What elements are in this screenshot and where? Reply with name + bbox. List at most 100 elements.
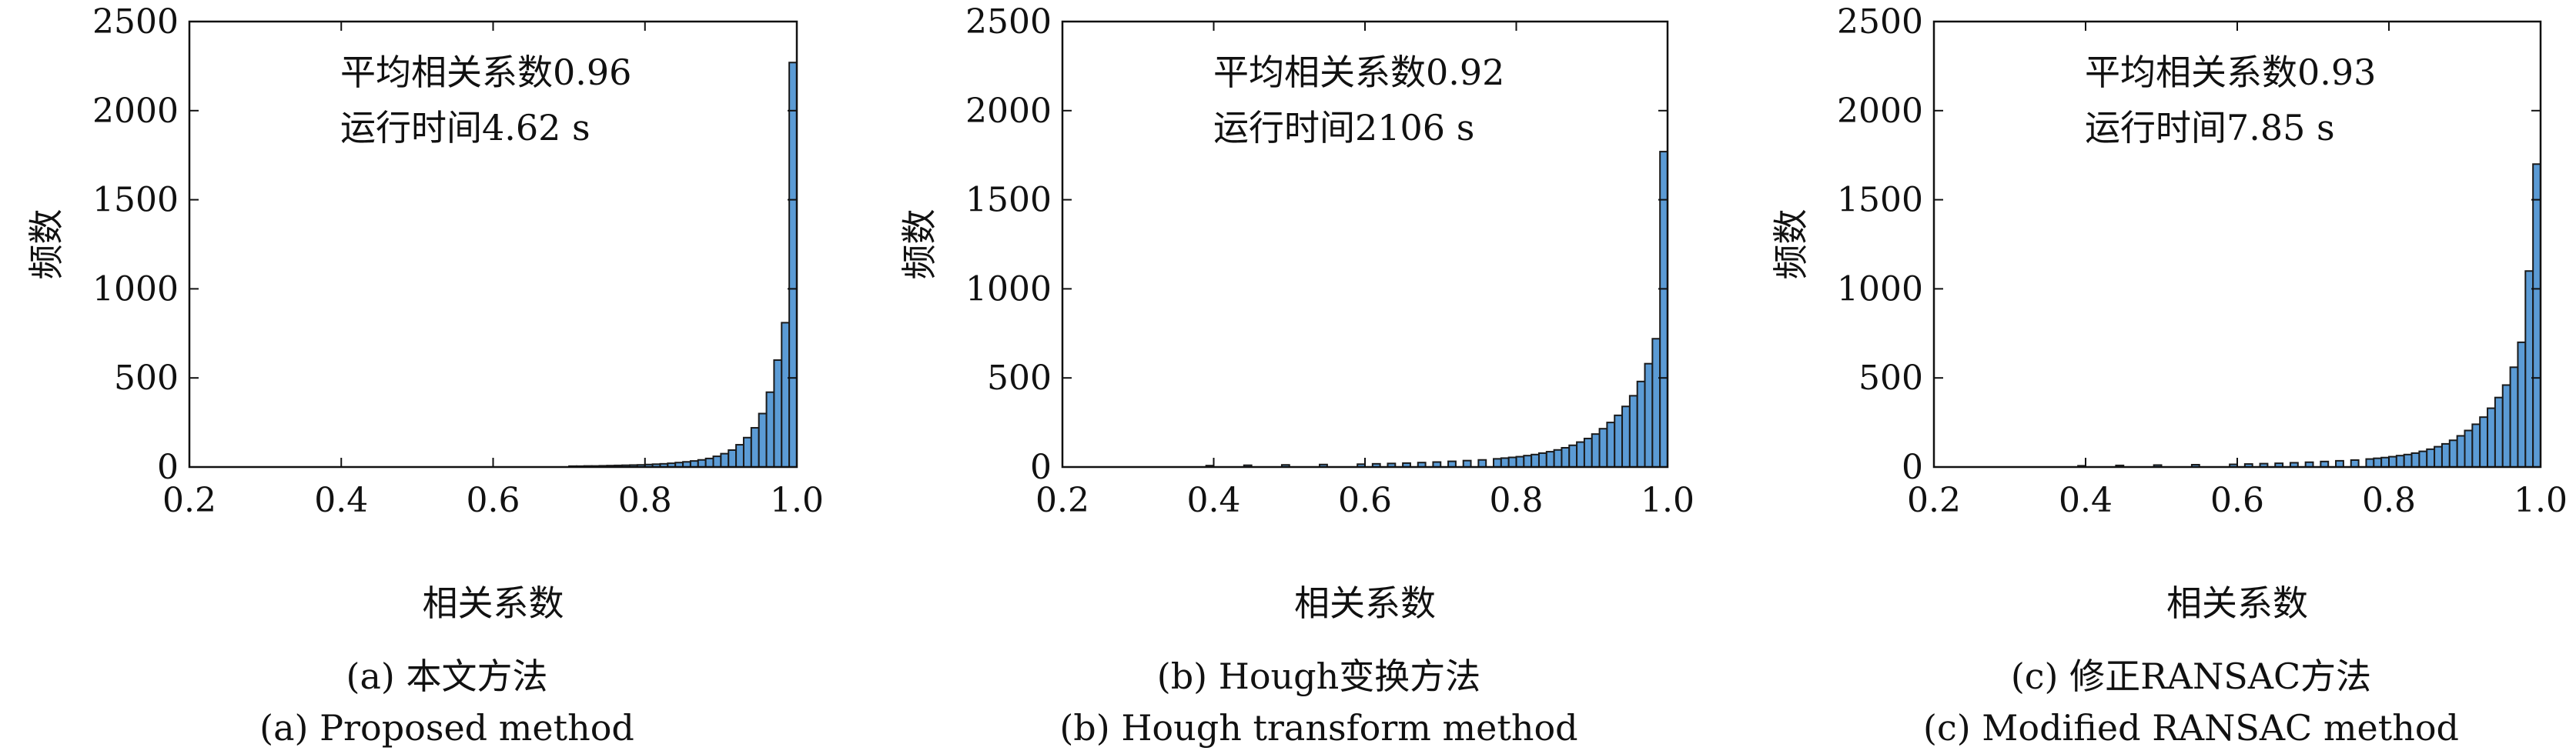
y-tick-label: 1000 [965, 269, 1052, 309]
histogram-bar [2365, 458, 2375, 469]
histogram-bar [750, 427, 760, 468]
y-tick-label: 0 [1030, 448, 1052, 487]
x-tick-label: 0.8 [618, 481, 672, 520]
annotation-mean-correlation: 平均相关系数0.92 [1213, 52, 1504, 93]
histogram-bar [1500, 457, 1510, 468]
histogram-bar [697, 459, 707, 469]
histogram-bar [1628, 395, 1638, 468]
annotation-mean-correlation: 平均相关系数0.96 [340, 52, 631, 93]
histogram-bar [2373, 457, 2383, 469]
y-tick-label: 2000 [92, 92, 179, 131]
x-tick-label: 0.2 [1035, 481, 1089, 520]
histogram-bar [2501, 384, 2511, 468]
x-tick-label: 0.4 [2059, 481, 2113, 520]
histogram-bar [1531, 453, 1540, 469]
histogram-bar [773, 359, 783, 469]
histogram-bar [2464, 429, 2474, 468]
x-tick-label: 0.6 [467, 481, 520, 520]
histogram-bar [1636, 380, 1646, 468]
histogram-bar [781, 322, 791, 468]
x-tick-label: 0.2 [1907, 481, 1961, 520]
histogram-bar [2418, 450, 2428, 469]
y-axis-label: 频数 [898, 209, 940, 280]
subcaption-zh: (a) 本文方法 [346, 656, 548, 697]
histogram-bar [765, 391, 775, 468]
x-tick-label: 1.0 [770, 481, 824, 520]
subcaption-en: (b) Hough transform method [1059, 707, 1577, 749]
histogram-bar [1477, 459, 1487, 469]
histogram-bar [1493, 458, 1502, 468]
x-tick-label: 0.8 [1490, 481, 1544, 520]
y-tick-label: 1000 [1837, 269, 1923, 309]
y-tick-label: 2500 [1837, 2, 1923, 42]
annotation-runtime: 运行时间7.85 s [2085, 107, 2335, 148]
y-tick-label: 1500 [1837, 181, 1923, 220]
histogram-bar [1561, 446, 1571, 468]
y-tick-label: 500 [1858, 359, 1923, 398]
annotation-runtime: 运行时间2106 s [1213, 107, 1474, 148]
histogram-bar [2487, 407, 2496, 469]
histogram-bar [1553, 449, 1563, 469]
y-axis-label: 频数 [25, 209, 67, 280]
histogram-bar [2426, 448, 2436, 469]
histogram-bar [2471, 423, 2481, 469]
x-axis-label: 相关系数 [2166, 582, 2308, 624]
subcaption-zh: (c) 修正RANSAC方法 [2011, 656, 2371, 697]
histogram-bar [1598, 428, 1608, 468]
histogram-bar [742, 436, 752, 469]
y-tick-label: 1500 [965, 181, 1052, 220]
histogram-bar [788, 62, 798, 468]
histogram-bar [2350, 459, 2360, 468]
subcaption-en: (c) Modified RANSAC method [1923, 707, 2459, 749]
y-tick-label: 1000 [92, 269, 179, 309]
histogram-bar [704, 457, 714, 468]
x-axis-label: 相关系数 [423, 582, 564, 624]
x-tick-label: 0.6 [2210, 481, 2264, 520]
histogram-bar [2410, 452, 2420, 468]
histogram-bar [1545, 451, 1555, 468]
histogram-bar [2448, 439, 2458, 469]
histogram-bar [1523, 455, 1533, 469]
y-tick-label: 500 [114, 359, 179, 398]
y-axis-label: 频数 [1770, 209, 1812, 280]
histogram-bar [2395, 455, 2405, 469]
x-tick-label: 0.6 [1338, 481, 1392, 520]
x-tick-label: 0.2 [162, 481, 216, 520]
histogram-bar [2456, 435, 2466, 468]
x-tick-label: 1.0 [1641, 481, 1694, 520]
histogram-bar [758, 412, 768, 469]
x-tick-label: 0.4 [314, 481, 368, 520]
histogram-bar [1614, 414, 1624, 468]
histogram-bar [1576, 441, 1585, 468]
histogram-bar [2494, 396, 2504, 469]
x-axis-label: 相关系数 [1294, 582, 1436, 624]
x-tick-label: 0.4 [1187, 481, 1241, 520]
y-tick-label: 2500 [965, 2, 1052, 42]
x-tick-label: 0.8 [2362, 481, 2416, 520]
histogram-bar [1651, 338, 1661, 468]
annotation-mean-correlation: 平均相关系数0.93 [2085, 52, 2376, 93]
y-tick-label: 0 [1902, 448, 1923, 487]
histogram-bar [1621, 405, 1631, 468]
histogram-bar [2388, 455, 2397, 468]
histogram-bar [2517, 341, 2527, 468]
histogram-bar [1507, 456, 1517, 468]
histogram-bar [2380, 456, 2390, 469]
histogram-bar [2524, 270, 2534, 468]
x-tick-label: 1.0 [2514, 481, 2568, 520]
y-tick-label: 0 [157, 448, 179, 487]
histogram-bar [1568, 444, 1578, 469]
histogram-bar [728, 449, 738, 468]
histogram-bar [720, 452, 730, 469]
y-tick-label: 1500 [92, 181, 179, 220]
histogram-bar [2532, 163, 2541, 468]
histogram-bar [712, 455, 722, 469]
histogram-bar [1462, 459, 1472, 469]
histogram-bar [2509, 366, 2519, 468]
histogram-bar [1537, 452, 1547, 468]
subcaption-en: (a) Proposed method [259, 707, 634, 749]
histogram-bar [1515, 455, 1525, 468]
y-tick-label: 2000 [965, 92, 1052, 131]
histogram-bar [2479, 416, 2489, 468]
